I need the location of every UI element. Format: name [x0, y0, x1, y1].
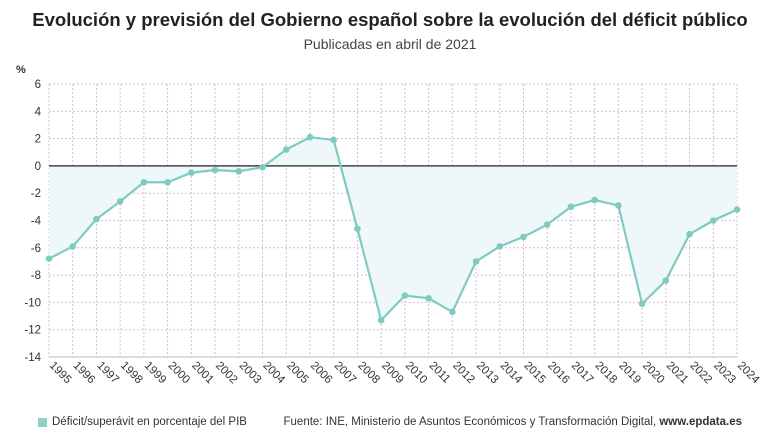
data-point-1998 [116, 198, 124, 205]
data-point-2017 [567, 203, 575, 211]
data-point-2010 [401, 292, 409, 299]
data-point-2013 [472, 258, 480, 265]
x-tick-label-2015: 2015 [521, 360, 548, 387]
data-point-2001 [188, 169, 195, 177]
x-tick-label-2002: 2002 [213, 360, 240, 387]
x-tick-label-2007: 2007 [332, 360, 359, 387]
x-tick-label-2004: 2004 [260, 360, 287, 387]
legend-label: Déficit/superávit en porcentaje del PIB [52, 416, 247, 428]
data-point-2005 [282, 146, 290, 153]
data-point-2012 [449, 308, 456, 316]
source-site: www.epdata.es [659, 416, 742, 428]
data-point-2016 [543, 221, 551, 228]
y-tick-label: 4 [35, 106, 42, 118]
x-tick-label-2011: 2011 [426, 360, 452, 386]
data-point-2006 [306, 133, 314, 141]
series-points [45, 133, 741, 324]
x-tick-label-2018: 2018 [593, 360, 620, 387]
x-tick-label-1999: 1999 [142, 360, 169, 387]
x-tick-label-2024: 2024 [735, 360, 762, 387]
chart-subtitle: Publicadas en abril de 2021 [303, 36, 477, 52]
source-text: Fuente: INE, Ministerio de Asuntos Econó… [283, 416, 657, 428]
area-path [49, 137, 737, 321]
data-point-2024 [733, 206, 741, 213]
x-tick-label-2010: 2010 [403, 360, 430, 387]
data-point-1996 [69, 243, 77, 250]
data-point-2022 [686, 230, 693, 238]
source-note: Fuente: INE, Ministerio de Asuntos Econó… [284, 416, 743, 428]
data-point-2007 [330, 136, 337, 144]
legend-swatch [38, 417, 47, 427]
series-line [48, 136, 738, 323]
x-tick-label-2021: 2021 [664, 360, 691, 387]
y-tick-label: -12 [24, 325, 41, 337]
data-point-2021 [662, 277, 670, 284]
data-point-2008 [354, 225, 361, 232]
x-tick-label-2013: 2013 [474, 360, 501, 387]
x-tick-label-2020: 2020 [640, 360, 667, 387]
y-axis-unit-label: % [16, 64, 26, 76]
data-point-2003 [235, 168, 243, 175]
series-polyline [48, 136, 738, 323]
x-tick-label-2022: 2022 [687, 360, 714, 387]
data-point-1997 [93, 215, 100, 223]
y-tick-labels: 6 4 2 0 -2 -4 -6 -8 -10 -12 -14 [24, 79, 41, 364]
x-tick-label-2005: 2005 [284, 360, 311, 387]
y-tick-label: 6 [35, 79, 41, 91]
y-tick-label: -8 [31, 270, 41, 282]
data-point-2000 [164, 178, 171, 186]
chart-title: Evolución y previsión del Gobierno españ… [32, 9, 748, 30]
x-tick-label-1997: 1997 [94, 360, 121, 387]
y-tick-label: -10 [24, 297, 41, 309]
y-tick-label: -4 [31, 216, 42, 228]
x-tick-label-2001: 2001 [189, 360, 216, 387]
data-point-1999 [140, 178, 148, 186]
x-tick-label-2012: 2012 [450, 360, 477, 387]
y-tick-label: -6 [31, 243, 41, 255]
x-tick-label-2006: 2006 [308, 360, 335, 387]
x-tick-label-2000: 2000 [165, 360, 192, 387]
x-tick-label-2023: 2023 [711, 360, 738, 387]
data-point-2014 [496, 243, 504, 250]
y-tick-label: -2 [31, 188, 41, 200]
data-point-2015 [520, 233, 527, 241]
x-tick-label-1995: 1995 [47, 360, 74, 387]
x-tick-label-1996: 1996 [71, 360, 98, 387]
x-tick-label-2009: 2009 [379, 360, 406, 387]
x-tick-labels: 1995199619971998199920002001200220032004… [47, 360, 762, 387]
data-point-2019 [615, 202, 622, 209]
x-tick-label-2016: 2016 [545, 360, 572, 387]
data-point-2018 [591, 196, 598, 204]
data-point-2023 [709, 217, 717, 224]
data-point-2009 [377, 316, 385, 324]
x-tick-label-2008: 2008 [355, 360, 382, 387]
data-point-2002 [211, 166, 219, 174]
x-tick-label-1998: 1998 [118, 360, 145, 387]
x-tick-label-2017: 2017 [569, 360, 596, 387]
y-tick-label: 2 [35, 134, 41, 146]
x-tick-label-2003: 2003 [237, 360, 264, 387]
data-point-2011 [425, 295, 432, 302]
data-point-1995 [45, 255, 53, 263]
x-tick-label-2019: 2019 [616, 360, 643, 387]
data-point-2020 [638, 300, 646, 308]
x-tick-label-2014: 2014 [498, 360, 525, 387]
y-tick-label: -14 [24, 352, 41, 364]
area-fill [49, 137, 737, 321]
data-point-2004 [259, 163, 266, 171]
y-tick-label: 0 [35, 161, 41, 173]
legend: Déficit/superávit en porcentaje del PIB [38, 416, 247, 428]
